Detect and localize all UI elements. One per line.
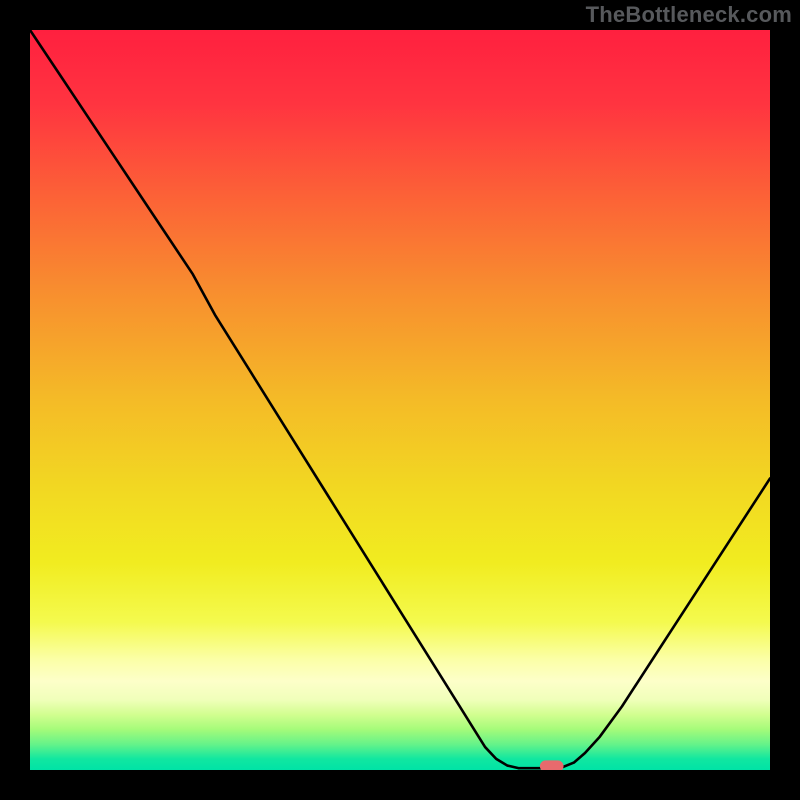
- chart-frame: TheBottleneck.com: [0, 0, 800, 800]
- plot-area: [30, 30, 770, 772]
- bottleneck-curve-chart: [0, 0, 800, 800]
- highlight-marker: [540, 760, 564, 772]
- watermark-label: TheBottleneck.com: [586, 2, 792, 28]
- gradient-background: [30, 30, 770, 770]
